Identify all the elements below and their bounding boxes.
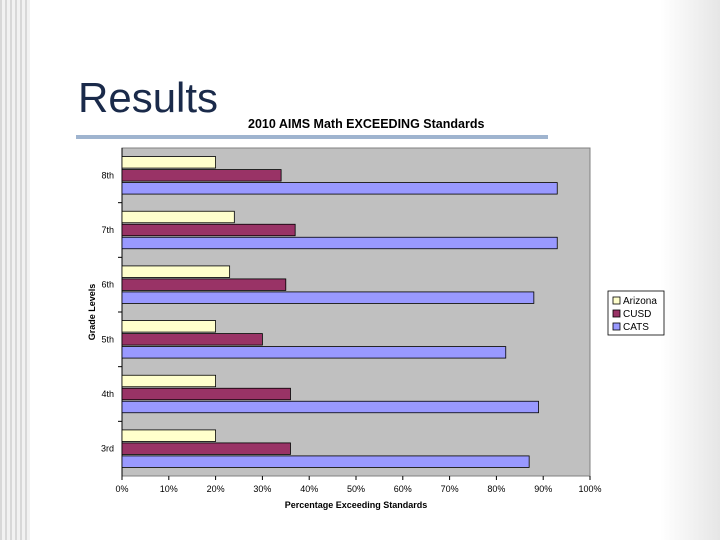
bar-cats-7th [121, 236, 558, 250]
plot-area [121, 147, 591, 477]
bar-cats-6th [121, 291, 535, 304]
bar-cusd-8th [121, 169, 282, 182]
tick-labels: 0% 10% 20% 30% 40% 50% 60% 70% 80% 90% 100% 8th 7th 6… [101, 170, 602, 494]
legend-label: Arizona [623, 296, 657, 307]
bars [121, 156, 558, 468]
slide-title: Results [78, 74, 219, 121]
bar-cusd-6th [121, 278, 287, 291]
x-tick-label: 80% [487, 484, 505, 494]
x-tick-label: 90% [534, 484, 552, 494]
bar-cusd-3rd [121, 442, 291, 455]
bar-cats-3rd [121, 455, 530, 468]
x-tick-label: 100% [578, 484, 601, 494]
y-tick-label: 7th [101, 225, 114, 235]
y-tick-label: 8th [101, 170, 114, 180]
bar-arizona-3rd [121, 429, 216, 442]
bar-arizona-8th [121, 156, 216, 169]
title-underline [76, 135, 548, 139]
bar-arizona-5th [121, 320, 216, 333]
y-tick-label: 6th [101, 280, 114, 290]
legend-swatch [612, 296, 621, 305]
bar-cusd-5th [121, 333, 263, 346]
y-axis-title: Grade Levels [87, 284, 97, 341]
x-tick-label: 40% [300, 484, 318, 494]
x-tick-label: 30% [253, 484, 271, 494]
bar-cats-4th [121, 400, 539, 414]
bar-arizona-4th [121, 374, 216, 388]
left-stripe-decoration [0, 0, 30, 540]
x-tick-label: 70% [441, 484, 459, 494]
x-tick-label: 10% [160, 484, 178, 494]
bar-arizona-7th [121, 210, 235, 224]
x-tick-label: 60% [394, 484, 412, 494]
x-axis-title: Percentage Exceeding Standards [285, 500, 428, 510]
y-tick-label: 5th [101, 334, 114, 344]
legend-label: CUSD [623, 309, 651, 320]
right-gradient-decoration [660, 0, 720, 540]
bar-cusd-7th [121, 223, 296, 237]
legend: Arizona CUSD CATS [607, 290, 665, 336]
legend-swatch [612, 309, 621, 318]
y-tick-label: 3rd [101, 444, 114, 454]
axis-ticks [118, 148, 591, 480]
legend-swatch [612, 322, 621, 331]
y-tick-label: 4th [101, 389, 114, 399]
bar-cats-5th [121, 346, 507, 359]
chart-title: 2010 AIMS Math EXCEEDING Standards [248, 117, 485, 131]
x-tick-label: 0% [115, 484, 128, 494]
legend-label: CATS [623, 322, 649, 333]
bar-cusd-4th [121, 387, 291, 401]
x-tick-label: 50% [347, 484, 365, 494]
bar-cats-8th [121, 182, 558, 195]
x-tick-label: 20% [207, 484, 225, 494]
bar-arizona-6th [121, 265, 231, 278]
